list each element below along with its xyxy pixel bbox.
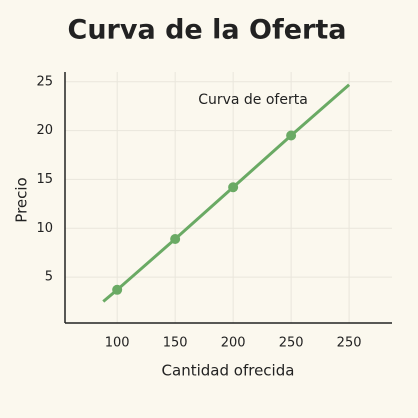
supply-line: [102, 83, 351, 303]
x-tick-label: 150: [163, 336, 188, 351]
y-tick-label: 10: [36, 221, 53, 236]
data-point: [112, 284, 123, 295]
x-tick-label: 200: [221, 336, 246, 351]
x-axis-label: Cantidad ofrecida: [162, 362, 295, 380]
x-tick-label: 100: [105, 336, 130, 351]
y-tick-label: 20: [36, 123, 53, 138]
y-tick-label: 25: [36, 74, 53, 89]
x-tick-label: 250: [337, 336, 362, 351]
data-point: [170, 234, 181, 245]
y-tick-label: 15: [36, 172, 53, 187]
annotation: Curva de oferta: [198, 92, 308, 108]
data-point: [228, 182, 239, 193]
y-tick-label: 5: [45, 270, 53, 285]
y-axis-label: Precio: [13, 177, 31, 222]
chart-title: Curva de la Oferta: [68, 15, 347, 46]
x-tick-label: 250: [279, 336, 304, 351]
data-point: [286, 130, 297, 141]
